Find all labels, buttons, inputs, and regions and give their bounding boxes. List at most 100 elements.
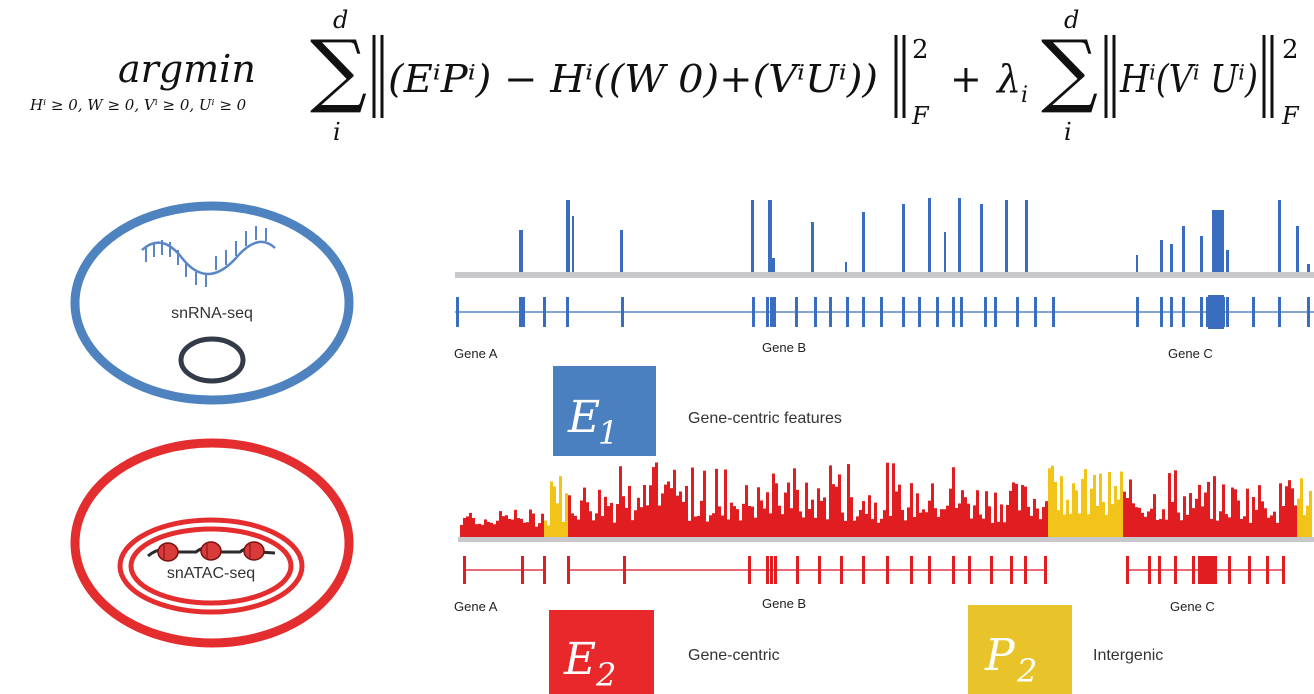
atac-coverage-bar: [832, 484, 835, 537]
atac-coverage-bar: [1069, 513, 1072, 537]
atac-coverage-bar: [550, 481, 553, 537]
atac-coverage-bar: [895, 491, 898, 537]
atac-exon-tick: [840, 556, 843, 584]
atac-coverage-bar: [1162, 509, 1165, 537]
rna-coverage-spike: [566, 200, 570, 272]
atac-coverage-bar: [751, 506, 754, 537]
atac-coverage-bar: [790, 508, 793, 537]
atac-coverage-bar: [553, 486, 556, 537]
atac-coverage-bar: [1105, 514, 1108, 537]
atac-coverage-bar: [904, 520, 907, 537]
atac-coverage-bar: [652, 467, 655, 537]
atac-coverage-bar: [1123, 491, 1126, 537]
sum2-lower: i: [1064, 118, 1072, 146]
atac-coverage-bar: [1093, 474, 1096, 537]
atac-coverage-bar: [1240, 518, 1243, 537]
atac-coverage-bar: [1297, 498, 1300, 537]
atac-coverage-bar: [475, 524, 478, 537]
rna-coverage-spike: [772, 258, 775, 272]
atac-coverage-bar: [1096, 505, 1099, 537]
rna-coverage-spike: [1160, 240, 1163, 272]
atac-coverage-bar: [661, 493, 664, 537]
atac-coverage-bar: [1084, 469, 1087, 537]
rna-baseline: [455, 272, 1314, 278]
atac-coverage-bar: [1213, 476, 1216, 537]
p2-subscript: 2: [1016, 652, 1037, 690]
atac-coverage-bar: [535, 526, 538, 537]
atac-coverage-bar: [886, 462, 889, 537]
atac-coverage-bar: [823, 497, 826, 537]
atac-coverage-bar: [625, 507, 628, 537]
atac-coverage-bar: [715, 468, 718, 537]
atac-coverage-bar: [1012, 482, 1015, 537]
atac-coverage-bar: [1195, 498, 1198, 537]
atac-coverage-bar: [526, 522, 529, 537]
atac-coverage-bar: [1141, 512, 1144, 537]
atac-coverage-bar: [676, 495, 679, 537]
rna-exon-tick: [1200, 297, 1203, 327]
atac-coverage-bar: [634, 510, 637, 537]
atac-exon-tick: [818, 556, 821, 584]
atac-coverage-bar: [640, 507, 643, 537]
rna-coverage-spike: [519, 230, 523, 272]
atac-coverage-bar: [607, 506, 610, 537]
atac-exon-tick: [774, 556, 777, 584]
atac-coverage-bar: [1090, 488, 1093, 537]
atac-coverage-bar: [574, 515, 577, 537]
rna-exon-tick: [1307, 297, 1310, 327]
atac-coverage-bar: [1267, 517, 1270, 537]
atac-coverage-bar: [745, 485, 748, 537]
atac-exon-tick: [623, 556, 626, 584]
atac-coverage-bar: [817, 488, 820, 537]
atac-gene-a-label: Gene A: [454, 599, 498, 614]
atac-coverage-bar: [871, 519, 874, 537]
rna-coverage-spike: [1005, 200, 1008, 272]
atac-coverage-bar: [910, 483, 913, 537]
rna-exon-tick: [936, 297, 939, 327]
atac-coverage-bar: [883, 510, 886, 537]
sum2-sign: ∑: [1041, 23, 1098, 116]
rna-exon-tick: [994, 297, 997, 327]
atac-coverage-bar: [1075, 490, 1078, 537]
atac-coverage-bar: [952, 467, 955, 537]
atac-coverage-bar: [862, 501, 865, 537]
norm2-sub: F: [1281, 102, 1300, 130]
atac-coverage-bar: [922, 509, 925, 537]
rna-coverage-spike: [1136, 255, 1138, 272]
atac-coverage-bar: [1306, 505, 1309, 537]
lambda-symbol: λ: [995, 57, 1021, 101]
atac-coverage-bar: [748, 505, 751, 537]
atac-coverage-bar: [994, 492, 997, 537]
atac-coverage-bar: [1129, 479, 1132, 537]
snatac-seq-label: snATAC-seq: [167, 565, 255, 582]
atac-coverage-bar: [919, 512, 922, 537]
atac-exon-tick: [990, 556, 993, 584]
atac-coverage-bar: [742, 503, 745, 537]
atac-coverage-bar: [1273, 511, 1276, 537]
atac-coverage-bar: [685, 485, 688, 537]
atac-coverage-bar: [697, 515, 700, 537]
atac-coverage-bar: [1234, 489, 1237, 537]
rna-exon-tick: [918, 297, 921, 327]
atac-gene-model: [463, 556, 1285, 584]
atac-coverage-bar: [1174, 470, 1177, 537]
argmin-constraints: Hⁱ ≥ 0, W ≥ 0, Vⁱ ≥ 0, Uⁱ ≥ 0: [29, 96, 247, 114]
atac-coverage-bar: [1021, 484, 1024, 537]
atac-coverage-bar: [859, 510, 862, 537]
atac-coverage-bar: [853, 520, 856, 537]
e2-subscript: 2: [595, 656, 616, 694]
atac-coverage-bar: [1210, 518, 1213, 537]
atac-coverage-bar: [592, 520, 595, 537]
atac-coverage-bar: [916, 493, 919, 537]
atac-exon-tick: [952, 556, 955, 584]
atac-exon-tick: [1214, 556, 1217, 584]
atac-coverage-bar: [928, 500, 931, 537]
atac-coverage-bar: [958, 503, 961, 537]
atac-coverage-bar: [691, 467, 694, 537]
rna-coverage-bars: [519, 198, 1310, 272]
atac-coverage-bar: [1180, 520, 1183, 537]
atac-coverage-bar: [769, 513, 772, 537]
atac-coverage-bar: [580, 500, 583, 537]
rna-exon-tick: [773, 297, 776, 327]
atac-coverage-bar: [709, 515, 712, 537]
